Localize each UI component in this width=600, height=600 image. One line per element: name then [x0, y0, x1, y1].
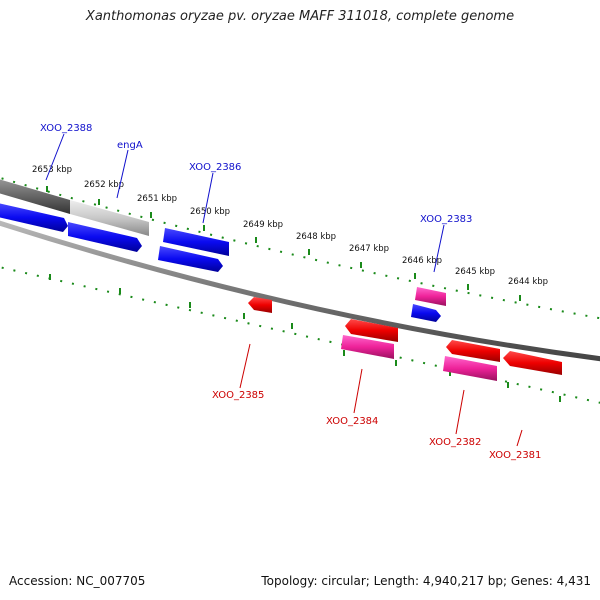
- inner-major-ticks: [49, 274, 561, 402]
- scale-label: 2646 kbp: [402, 256, 442, 266]
- forward-genes: [0, 178, 441, 322]
- scale-label: 2649 kbp: [243, 220, 283, 230]
- gene-labels: XOO_2388 engA XOO_2386 XOO_2383 XOO_2385…: [40, 123, 541, 461]
- gene-arrow-pseudo[interactable]: [443, 356, 497, 381]
- gene-arrow-forward[interactable]: [0, 203, 68, 232]
- outer-major-ticks: [46, 186, 521, 301]
- gene-label-xoo-2388[interactable]: XOO_2388: [40, 123, 92, 134]
- gene-arrow-forward[interactable]: [163, 228, 229, 256]
- gene-label-xoo-2386[interactable]: XOO_2386: [189, 162, 241, 173]
- scale-labels: 2653 kbp 2652 kbp 2651 kbp 2650 kbp 2649…: [32, 165, 548, 287]
- scale-label: 2648 kbp: [296, 232, 336, 242]
- scale-label: 2651 kbp: [137, 194, 177, 204]
- gene-label-xoo-2383[interactable]: XOO_2383: [420, 214, 472, 225]
- gene-arrow-pseudo[interactable]: [341, 335, 394, 359]
- genome-summary-text: Topology: circular; Length: 4,940,217 bp…: [261, 574, 591, 588]
- reverse-genes: [248, 287, 562, 381]
- scale-label: 2644 kbp: [508, 277, 548, 287]
- gene-label-xoo-2382[interactable]: XOO_2382: [429, 437, 481, 448]
- gene-arrow-reverse[interactable]: [446, 340, 500, 362]
- gene-label-xoo-2384[interactable]: XOO_2384: [326, 416, 378, 427]
- gene-arrow-grey[interactable]: [0, 178, 70, 214]
- scale-label: 2652 kbp: [84, 180, 124, 190]
- label-leaders: [45, 133, 523, 447]
- scale-label: 2645 kbp: [455, 267, 495, 277]
- scale-label: 2650 kbp: [190, 207, 230, 217]
- gene-arrow-reverse[interactable]: [248, 297, 272, 313]
- outer-tick-ring: [0, 176, 600, 320]
- gene-arrow-forward[interactable]: [158, 246, 223, 272]
- scale-label: 2647 kbp: [349, 244, 389, 254]
- gene-arrow-pseudo[interactable]: [415, 287, 446, 306]
- accession-text: Accession: NC_007705: [9, 574, 146, 588]
- genome-backbone: [0, 220, 600, 362]
- gene-arrow-grey[interactable]: [70, 200, 149, 236]
- genome-title: Xanthomonas oryzae pv. oryzae MAFF 31101…: [85, 9, 515, 24]
- gene-arrow-forward[interactable]: [68, 222, 142, 252]
- gene-arrow-forward[interactable]: [411, 304, 441, 322]
- scale-label: 2653 kbp: [32, 165, 72, 175]
- gene-label-xoo-2381[interactable]: XOO_2381: [489, 450, 541, 461]
- gene-arrow-reverse[interactable]: [503, 351, 562, 375]
- gene-arrow-reverse[interactable]: [345, 319, 398, 342]
- gene-label-xoo-2385[interactable]: XOO_2385: [212, 390, 264, 401]
- gene-label-enga[interactable]: engA: [117, 140, 143, 151]
